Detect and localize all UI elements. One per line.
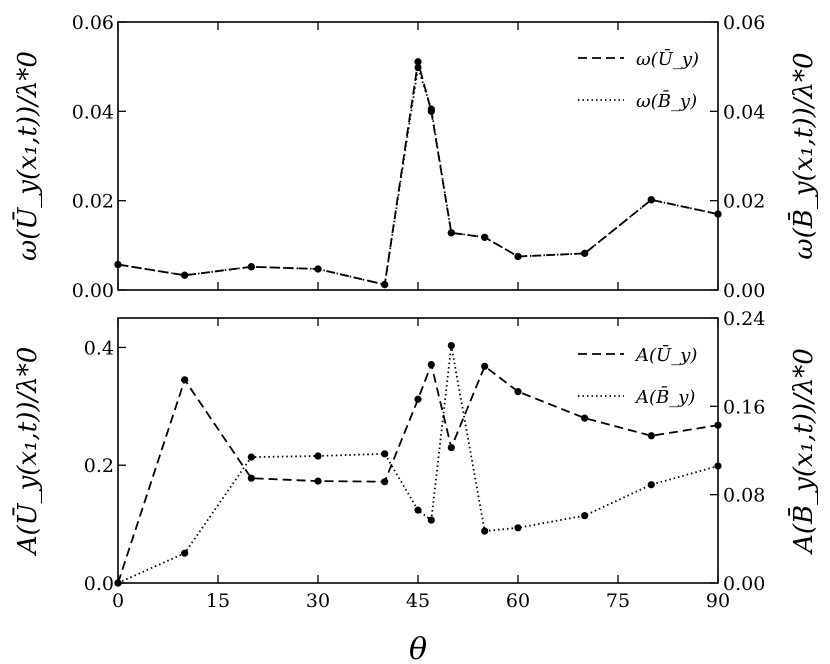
panel0-data-point [414, 63, 422, 72]
panel0-y-tick-label-left: 0.04 [72, 101, 114, 123]
panel1-y-tick-label-left: 0.2 [84, 455, 114, 477]
panel1-data-point [514, 524, 522, 532]
panel1-legend-label-0: A(Ū_y) [634, 343, 697, 366]
panel1-legend-label-1: A(B̄_y) [634, 385, 695, 408]
panel0-data-point [581, 249, 589, 257]
panel1-data-point [181, 376, 189, 384]
panel-bottom-amplitude: 0 15 30 45 60 75 90 0.0 0.2 0.4 0.00 0.08 0.16 0.24 A(… [12, 308, 819, 612]
panel1-frame [117, 317, 719, 584]
panel0-y-tick-label-right: 0.04 [723, 101, 765, 123]
panel1-data-point [381, 478, 389, 486]
panel0-y-tick-label-left: 0.00 [72, 280, 114, 302]
panel1-y-tick-label-right: 0.16 [723, 396, 765, 418]
panel1-data-point [581, 512, 589, 520]
panel1-y-tick-label-left: 0.4 [84, 337, 114, 359]
panel1-data-point [481, 362, 489, 370]
panel0-data-point [247, 263, 255, 271]
panel0-data-point [114, 260, 122, 269]
panel1-y-tick-label-right: 0.00 [723, 573, 765, 595]
panel1-data-point [181, 549, 189, 557]
panel0-y-tick-label-right: 0.00 [723, 280, 765, 302]
panel1-y-axis-label-right: A(B̄_y(x₁,t))/λ*0 [787, 348, 819, 555]
panel0-y-axis-label-left: ω(Ū_y(x₁,t))/λ*0 [12, 51, 43, 261]
x-tick-label: 75 [606, 590, 630, 612]
panel-top-omega: 0.00 0.02 0.04 0.06 0.00 0.02 0.04 0.06 ω(Ū_y(x₁… [12, 12, 819, 302]
panel0-data-point [414, 58, 422, 66]
panel1-data-point [714, 462, 722, 470]
panel1-data-point [514, 388, 522, 396]
panel1-data-point [647, 432, 655, 440]
panel0-y-tick-label-right: 0.02 [723, 191, 765, 213]
panel0-y-axis-label-right: ω(B̄_y(x₁,t))/λ*0 [787, 52, 819, 259]
panel1-data-point [247, 453, 255, 461]
panel1-data-point [427, 360, 435, 369]
panel0-y-tick-label-right: 0.06 [723, 12, 765, 34]
panel1-data-point [381, 450, 389, 458]
panel0-legend-label-0: ω(Ū_y) [636, 47, 699, 70]
x-tick-label: 0 [112, 590, 124, 612]
panel1-y-axis-label-left: A(Ū_y(x₁,t))/λ*0 [12, 347, 43, 557]
panel1-data-point [247, 474, 255, 482]
panel0-data-point [381, 281, 389, 289]
x-tick-label: 60 [506, 590, 530, 612]
panel1-data-point [114, 579, 122, 587]
panel0-data-point [481, 233, 489, 241]
panel1-data-point [647, 481, 655, 489]
panel1-data-point [481, 527, 489, 535]
panel1-data-point [714, 421, 722, 429]
panel1-data-point [314, 477, 322, 485]
panel1-data-point [447, 443, 455, 452]
x-tick-label: 45 [406, 590, 430, 612]
panel1-data-point [581, 414, 589, 422]
panel1-data-point [427, 516, 435, 524]
panel0-data-point [647, 196, 655, 204]
panel1-y-tick-label-left: 0.0 [84, 573, 114, 595]
panel0-data-point [714, 210, 722, 218]
panel0-y-tick-label-left: 0.06 [72, 12, 114, 34]
panel0-legend-label-1: ω(B̄_y) [636, 89, 697, 112]
panel1-data-point [414, 506, 422, 514]
panel1-series-line-1 [117, 345, 719, 584]
panel1-data-point [414, 395, 422, 403]
x-axis-label: θ [409, 632, 427, 664]
x-tick-label: 15 [206, 590, 230, 612]
panel1-data-point [314, 452, 322, 460]
panel0-data-point [427, 105, 435, 113]
panel1-y-tick-label-right: 0.24 [723, 308, 765, 330]
panel1-y-tick-label-right: 0.08 [723, 485, 765, 507]
panel0-data-point [314, 265, 322, 273]
panel1-data-point [447, 342, 455, 350]
panel0-series-line-0 [117, 61, 719, 286]
panel0-data-point [447, 229, 455, 237]
x-tick-label: 90 [706, 590, 730, 612]
panel0-data-point [181, 271, 189, 279]
x-tick-label: 30 [306, 590, 330, 612]
panel0-y-tick-label-left: 0.02 [72, 191, 114, 213]
panel0-data-point [514, 252, 522, 261]
panel0-series-line-1 [117, 67, 719, 286]
